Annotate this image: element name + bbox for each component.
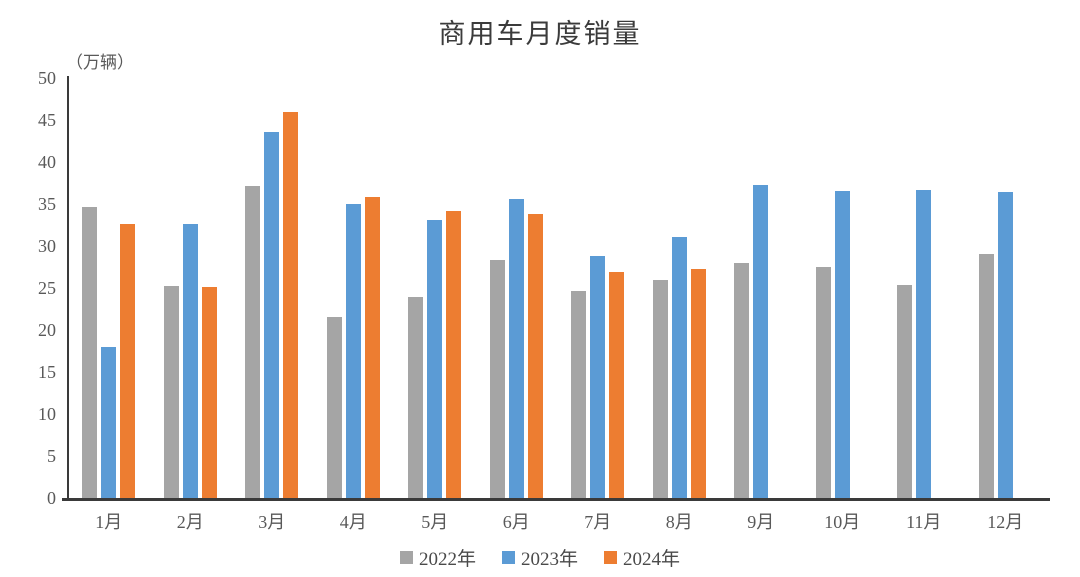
bar <box>671 236 687 498</box>
y-tick-label: 30 <box>38 236 56 256</box>
bar <box>815 267 831 498</box>
legend-item: 2022年 <box>399 544 476 571</box>
bar <box>446 210 462 498</box>
bar <box>101 346 117 498</box>
bar-group <box>68 78 150 498</box>
bar <box>652 280 668 498</box>
bar-group <box>150 78 232 498</box>
legend-item: 2024年 <box>604 544 680 571</box>
bar <box>690 268 706 498</box>
bar <box>897 284 913 498</box>
bar-group <box>639 78 721 498</box>
bar-group <box>883 78 965 498</box>
bar-group <box>965 78 1047 498</box>
y-tick-label: 10 <box>38 404 56 424</box>
bar-group <box>476 78 558 498</box>
x-tick-label: 5月 <box>421 512 449 532</box>
bar <box>571 290 587 498</box>
x-tick-label: 3月 <box>258 512 286 532</box>
y-tick-label: 45 <box>38 110 56 130</box>
bar <box>997 192 1013 498</box>
bar <box>182 224 198 498</box>
bar <box>245 185 261 498</box>
legend-swatch-icon <box>501 551 515 564</box>
bar-group <box>313 78 395 498</box>
x-tick-label: 7月 <box>584 512 612 532</box>
x-tick-label: 12月 <box>987 512 1024 532</box>
y-tick-label: 15 <box>38 362 56 382</box>
plot-area <box>68 78 1046 498</box>
bar <box>120 224 136 498</box>
bar <box>326 316 342 498</box>
y-tick-label: 25 <box>38 278 56 298</box>
y-tick-label: 5 <box>47 446 56 466</box>
legend-swatch-icon <box>604 551 617 564</box>
bar-groups <box>68 78 1046 498</box>
legend-item: 2023年 <box>501 544 578 571</box>
legend-label: 2024年 <box>623 549 681 570</box>
bar-group <box>394 78 476 498</box>
bar <box>590 256 606 498</box>
x-tick-label: 10月 <box>824 512 861 532</box>
legend-label: 2023年 <box>520 549 578 570</box>
y-tick-label: 35 <box>38 194 56 214</box>
x-tick-label: 9月 <box>747 512 775 532</box>
y-tick-label: 0 <box>47 488 56 508</box>
bar <box>283 111 299 498</box>
bar <box>916 189 932 498</box>
bar <box>753 184 769 498</box>
x-axis-labels: 1月 2月 3月 4月 5月 6月 7月 8月 9月 10月 11月 12月 <box>68 508 1046 534</box>
bar <box>527 214 543 498</box>
bar <box>264 131 280 498</box>
y-tick-label: 20 <box>38 320 56 340</box>
bar <box>408 297 424 498</box>
bar <box>163 286 179 498</box>
bar-group <box>557 78 639 498</box>
bar-group <box>720 78 802 498</box>
bar-group <box>231 78 313 498</box>
legend-swatch-icon <box>399 551 413 564</box>
bar <box>489 260 505 498</box>
x-tick-label: 8月 <box>665 512 693 532</box>
y-axis-line <box>67 76 69 500</box>
bar <box>364 197 380 498</box>
y-tick-label: 50 <box>38 68 56 88</box>
bar <box>978 253 994 498</box>
bar <box>201 287 217 498</box>
x-axis-line <box>62 498 1050 501</box>
chart-title: 商用车月度销量 <box>438 19 642 49</box>
bar <box>734 262 750 498</box>
legend: 2022年 2023年 2024年 <box>0 544 1080 571</box>
x-tick-label: 4月 <box>339 512 367 532</box>
x-tick-label: 1月 <box>95 512 123 532</box>
x-tick-label: 6月 <box>502 512 530 532</box>
x-tick-label: 11月 <box>906 512 942 532</box>
bar <box>834 191 850 498</box>
bar <box>508 198 524 498</box>
y-axis-unit-label: （万辆） <box>66 53 134 72</box>
bar-group <box>802 78 884 498</box>
bar <box>609 272 625 498</box>
legend-label: 2022年 <box>418 549 476 570</box>
y-tick-label: 40 <box>38 152 56 172</box>
bar <box>427 219 443 498</box>
x-tick-label: 2月 <box>176 512 204 532</box>
bar <box>345 204 361 498</box>
bar <box>82 207 98 498</box>
